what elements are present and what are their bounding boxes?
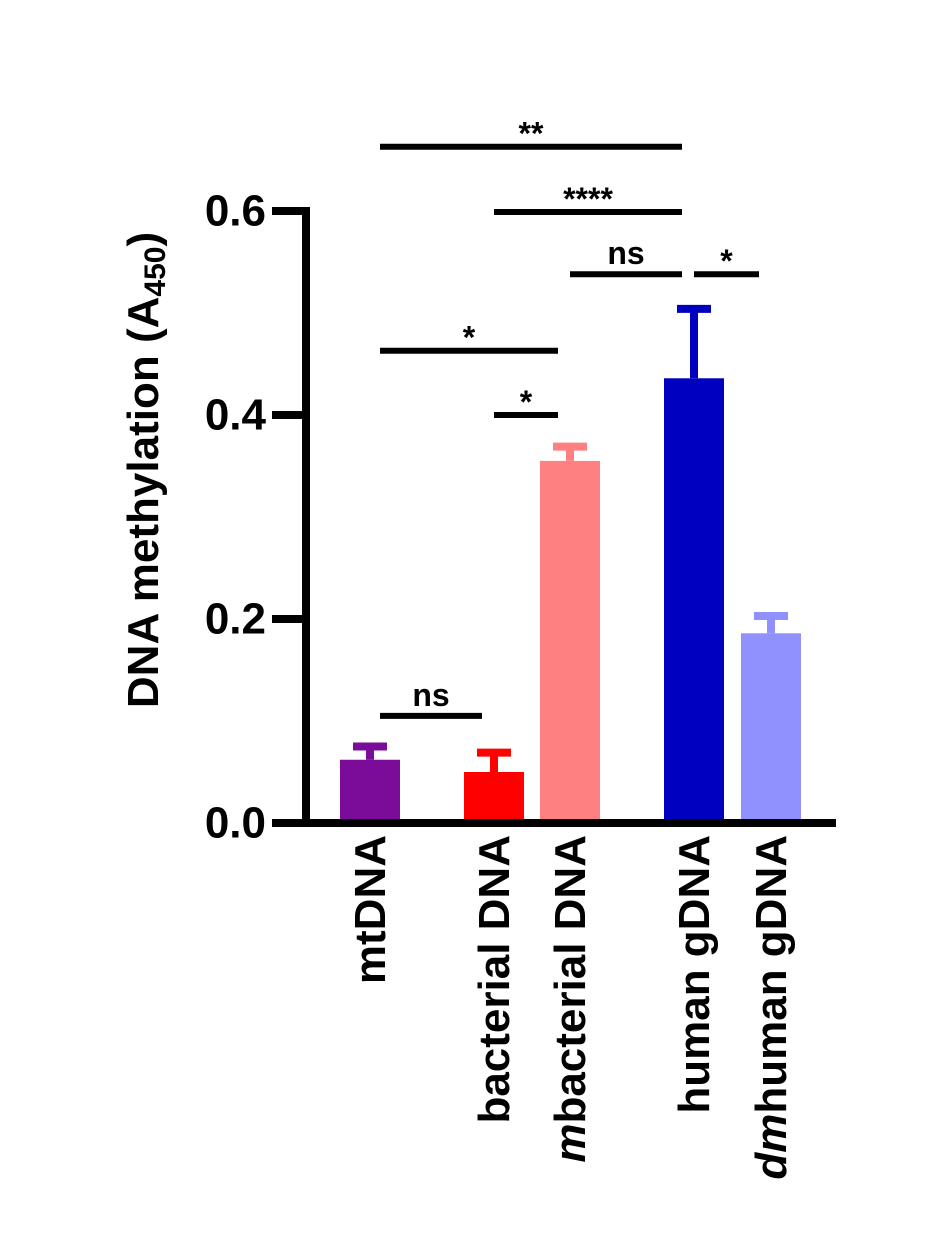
significance-label-5: * xyxy=(520,384,533,420)
bar-3 xyxy=(664,378,724,823)
x-tick-label-text-4: human gDNA xyxy=(747,835,796,1114)
x-tick-label-3: human gDNA xyxy=(670,835,719,1114)
bar-1 xyxy=(464,772,524,823)
y-axis-label-main: DNA methylation (A xyxy=(119,297,168,709)
y-tick-label-0: 0.0 xyxy=(205,799,266,848)
x-tick-label-text-0: mtDNA xyxy=(346,835,395,984)
y-tick-label-3: 0.6 xyxy=(205,187,266,236)
x-tick-label-0: mtDNA xyxy=(346,835,395,984)
x-tick-label-prefix-2: m xyxy=(546,1124,595,1163)
x-tick-label-prefix-4: dm xyxy=(747,1114,796,1180)
bar-4 xyxy=(741,633,801,823)
significance-label-3: * xyxy=(720,243,733,279)
svg-text:DNA methylation (A450): DNA methylation (A450) xyxy=(119,232,172,708)
y-tick-label-1: 0.2 xyxy=(205,595,266,644)
y-axis-label-close: ) xyxy=(119,232,168,247)
significance-label-6: ns xyxy=(412,677,449,713)
y-axis-label-subscript: 450 xyxy=(139,247,172,297)
x-tick-label-2: mbacterial DNA xyxy=(546,835,595,1163)
significance-label-2: ns xyxy=(607,235,644,271)
x-tick-label-text-1: bacterial DNA xyxy=(470,835,519,1124)
significance-label-4: * xyxy=(463,320,476,356)
significance-label-0: ** xyxy=(519,116,544,152)
y-tick-label-2: 0.4 xyxy=(205,391,267,440)
x-tick-label-text-3: human gDNA xyxy=(670,835,719,1114)
y-axis-label: DNA methylation (A450) xyxy=(119,232,172,708)
x-tick-label-text-2: bacterial DNA xyxy=(546,835,595,1124)
bar-0 xyxy=(340,759,400,823)
significance-label-1: **** xyxy=(563,181,613,217)
x-tick-label-1: bacterial DNA xyxy=(470,835,519,1124)
x-tick-label-4: dmhuman gDNA xyxy=(747,835,796,1180)
bar-2 xyxy=(540,460,600,823)
